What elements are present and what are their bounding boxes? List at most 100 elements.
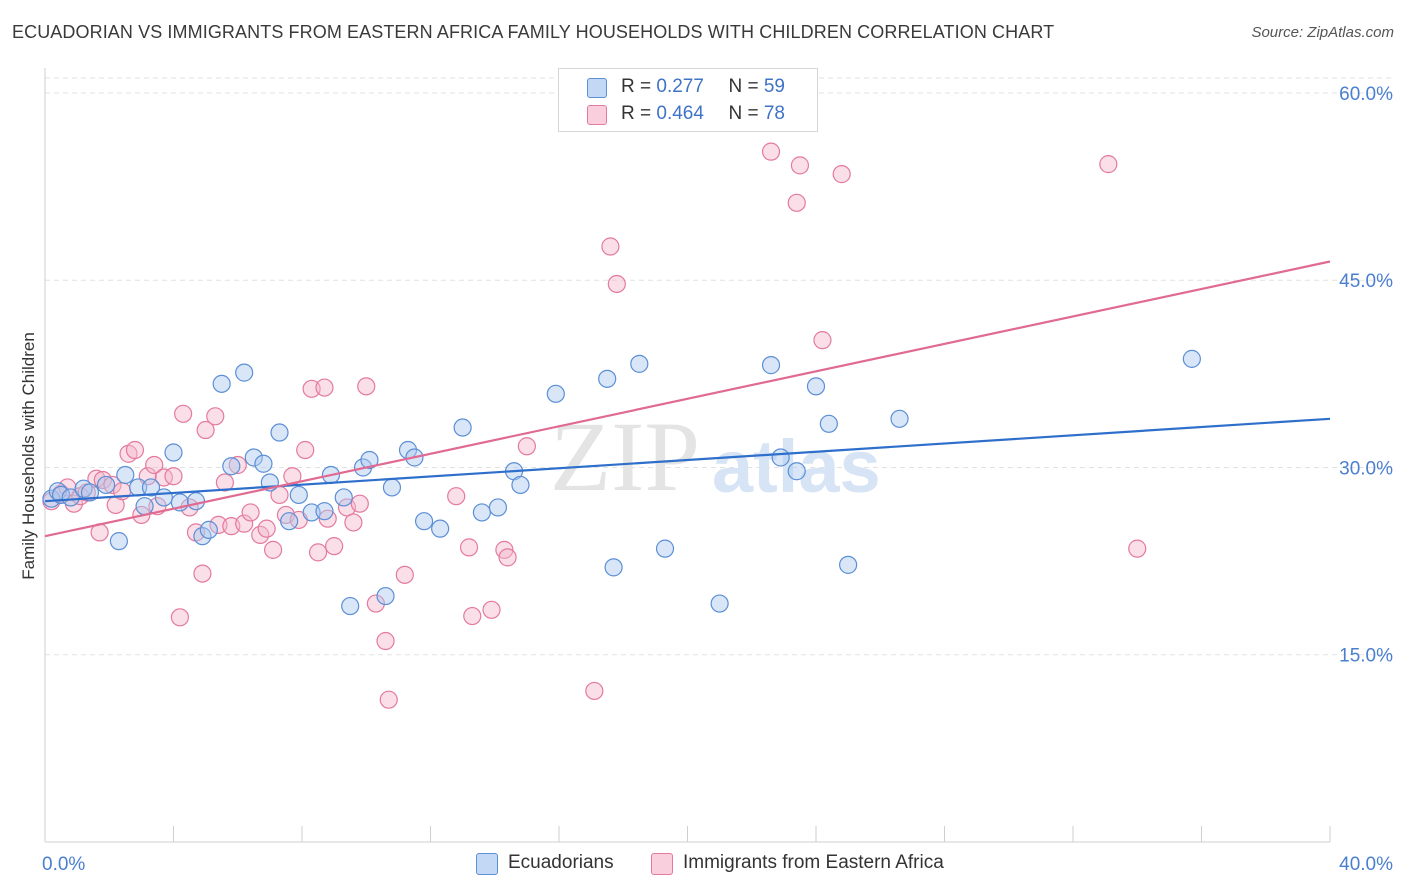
immigrant-point bbox=[206, 407, 225, 426]
legend-r-value: 0.277 bbox=[656, 76, 704, 97]
immigrant-point bbox=[601, 237, 620, 256]
ecuadorian-point bbox=[546, 384, 565, 403]
immigrant-point bbox=[344, 513, 363, 532]
immigrant-point bbox=[196, 420, 215, 440]
immigrant-point bbox=[366, 594, 385, 613]
y-tick-label: 60.0% bbox=[1339, 84, 1393, 105]
ecuadorian-point bbox=[280, 512, 299, 531]
immigrant-point bbox=[607, 274, 626, 294]
ecuadorian-point bbox=[1182, 349, 1201, 368]
immigrant-point bbox=[164, 467, 183, 486]
ecuadorian-point bbox=[302, 503, 321, 522]
ecuadorian-point bbox=[431, 519, 450, 538]
ecuadorian-point bbox=[360, 450, 379, 470]
ecuadorian-point bbox=[376, 586, 395, 606]
ecuadorian-point bbox=[511, 475, 530, 495]
immigrant-point bbox=[170, 608, 190, 627]
source-credit: Source: ZipAtlas.com bbox=[1251, 24, 1394, 41]
legend-r-value: 0.464 bbox=[656, 103, 704, 124]
ecuadorian-point bbox=[787, 462, 806, 481]
ecuadorian-point bbox=[61, 488, 80, 507]
ecuadorian-point bbox=[42, 489, 61, 508]
ecuadorian-point bbox=[186, 492, 206, 511]
immigrant-point bbox=[308, 543, 328, 562]
watermark: ZIP atlas bbox=[550, 401, 881, 512]
ecuadorian-point bbox=[135, 497, 154, 516]
ecuadorian-point bbox=[199, 520, 218, 540]
ecuadorian-point bbox=[655, 539, 675, 558]
immigrant-point bbox=[215, 473, 234, 492]
y-axis-label: Family Households with Children bbox=[19, 332, 38, 580]
tick-labels: 15.0% 30.0% 45.0% 60.0% 0.0% 40.0% bbox=[42, 84, 1393, 875]
immigrant-point bbox=[103, 475, 122, 495]
series-ecuadorians-points bbox=[42, 349, 1201, 616]
ecuadorian-point bbox=[890, 409, 909, 428]
bottom-legend-label: Immigrants from Eastern Africa bbox=[683, 852, 944, 873]
ecuadorian-point bbox=[244, 448, 263, 467]
chart-title: ECUADORIAN VS IMMIGRANTS FROM EASTERN AF… bbox=[12, 22, 1055, 42]
ecuadorian-point bbox=[453, 418, 472, 437]
ecuadorian-point bbox=[839, 555, 858, 574]
axes bbox=[44, 68, 1331, 843]
immigrant-point bbox=[125, 440, 145, 460]
immigrant-point bbox=[357, 377, 376, 396]
immigrants-trend-line bbox=[44, 260, 1331, 538]
immigrant-point bbox=[209, 515, 228, 535]
ecuadorian-point bbox=[235, 363, 254, 382]
bottom-legend-swatch-pink bbox=[651, 853, 673, 875]
x-tick-label-max: 40.0% bbox=[1339, 854, 1393, 875]
immigrant-point bbox=[832, 165, 851, 184]
immigrant-point bbox=[1128, 539, 1147, 558]
ecuadorian-point bbox=[141, 478, 161, 497]
ecuadorian-point bbox=[771, 448, 790, 467]
legend-r-label: R = bbox=[621, 76, 657, 97]
immigrant-point bbox=[761, 142, 781, 161]
ecuadorian-point bbox=[334, 488, 353, 507]
ecuadorian-point bbox=[96, 475, 116, 495]
ecuadorian-point bbox=[488, 498, 508, 517]
ecuadorian-point bbox=[80, 483, 100, 502]
correlation-legend: R = 0.277 N = 59 R = 0.464 N = 78 bbox=[558, 68, 818, 132]
ecuadorian-point bbox=[761, 356, 781, 375]
immigrant-point bbox=[296, 440, 315, 460]
ecuadorian-point bbox=[116, 465, 135, 485]
trend-lines bbox=[44, 260, 1331, 538]
ecuadorian-point bbox=[315, 502, 334, 521]
series-immigrants-points bbox=[42, 142, 1147, 709]
ecuadorian-point bbox=[341, 596, 360, 616]
immigrant-point bbox=[585, 681, 604, 701]
ecuadorian-point bbox=[382, 478, 402, 497]
ecuadorian-point bbox=[604, 558, 623, 577]
immigrant-point bbox=[517, 437, 536, 456]
ecuadorians-trend-line bbox=[44, 417, 1331, 503]
y-tick-label: 45.0% bbox=[1339, 271, 1393, 292]
legend-r-label: R = bbox=[621, 103, 657, 124]
legend-n-label: N = bbox=[728, 76, 764, 97]
immigrant-point bbox=[1099, 155, 1118, 174]
x-tick-label-min: 0.0% bbox=[42, 854, 85, 875]
immigrant-point bbox=[379, 690, 398, 709]
immigrant-point bbox=[498, 548, 517, 567]
immigrant-point bbox=[145, 455, 164, 475]
immigrant-point bbox=[241, 503, 260, 522]
immigrant-point bbox=[315, 378, 334, 397]
ecuadorian-point bbox=[289, 485, 308, 505]
immigrant-point bbox=[350, 494, 369, 513]
immigrant-point bbox=[787, 193, 806, 212]
watermark-atlas: atlas bbox=[712, 425, 881, 508]
y-tick-label: 15.0% bbox=[1339, 646, 1393, 667]
ecuadorian-point bbox=[472, 503, 491, 522]
ecuadorian-point bbox=[710, 594, 729, 613]
ecuadorian-point bbox=[154, 488, 173, 507]
ecuadorian-point bbox=[630, 354, 649, 373]
bottom-legend-label: Ecuadorians bbox=[508, 852, 614, 873]
ecuadorian-point bbox=[806, 377, 826, 396]
legend-n-value: 59 bbox=[763, 76, 785, 97]
immigrant-point bbox=[459, 538, 479, 557]
ecuadorian-point bbox=[598, 369, 617, 388]
immigrant-point bbox=[482, 600, 501, 619]
immigrant-point bbox=[58, 478, 77, 497]
immigrant-point bbox=[228, 455, 247, 475]
legend-n-value: 78 bbox=[763, 103, 785, 124]
